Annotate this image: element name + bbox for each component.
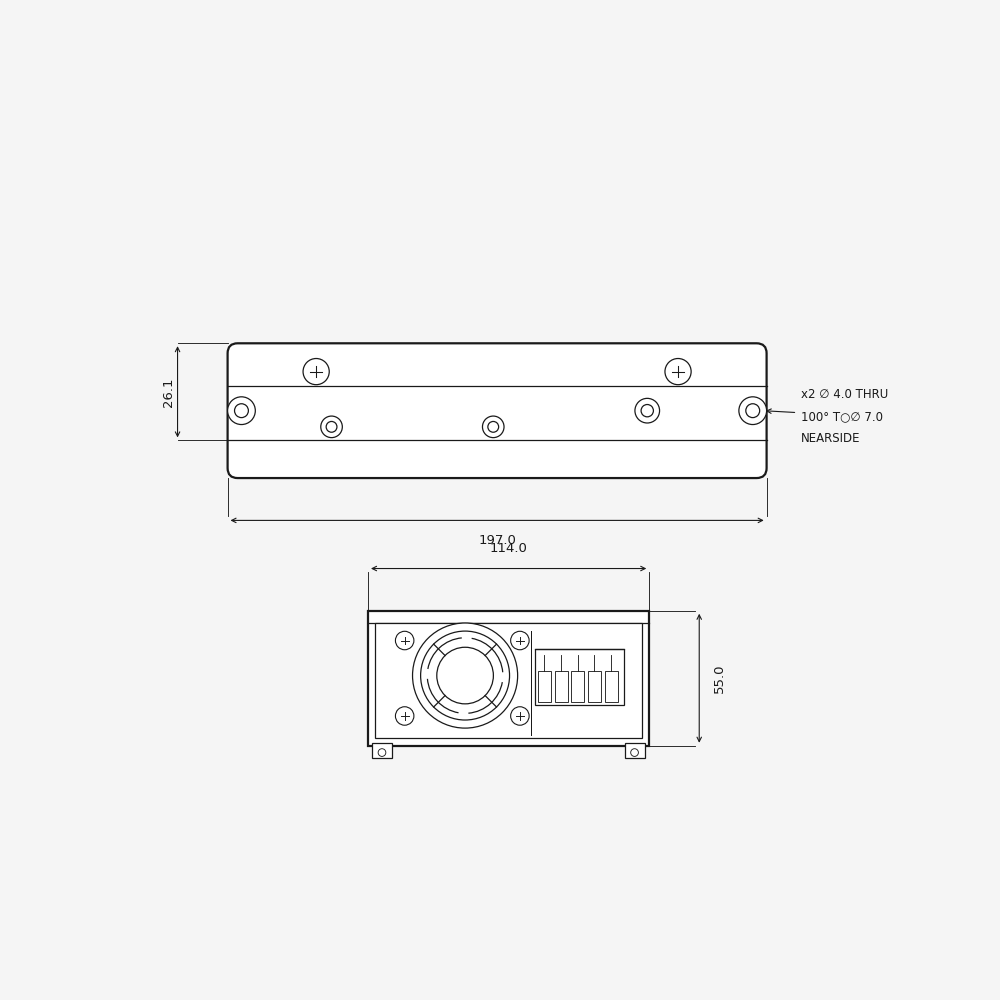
Circle shape [378,749,386,756]
Bar [555,671,568,702]
Circle shape [235,404,248,418]
Text: 100° T○∅ 7.0: 100° T○∅ 7.0 [801,410,883,423]
Circle shape [641,405,653,417]
Circle shape [488,421,499,432]
Circle shape [511,707,529,725]
Bar [605,671,618,702]
Bar [372,743,392,758]
Circle shape [395,631,414,650]
Text: x2 ∅ 4.0 THRU: x2 ∅ 4.0 THRU [801,388,889,401]
Circle shape [303,359,329,385]
Circle shape [746,404,760,418]
Text: 55.0: 55.0 [713,664,726,693]
Bar [625,743,645,758]
Circle shape [228,397,255,425]
Circle shape [739,397,767,425]
Circle shape [321,416,342,438]
Bar [368,611,649,746]
Bar [535,649,624,705]
Circle shape [326,421,337,432]
Circle shape [395,707,414,725]
Bar [571,671,584,702]
Text: 114.0: 114.0 [490,542,528,555]
Circle shape [631,749,638,756]
Bar [588,671,601,702]
Circle shape [482,416,504,438]
FancyBboxPatch shape [228,343,767,478]
Circle shape [635,398,660,423]
Circle shape [437,647,493,704]
Circle shape [665,359,691,385]
Bar [538,671,551,702]
Bar [375,623,642,738]
Circle shape [413,623,518,728]
Text: 26.1: 26.1 [162,377,175,407]
Text: NEARSIDE: NEARSIDE [801,432,861,445]
Circle shape [421,631,510,720]
Circle shape [511,631,529,650]
Text: 197.0: 197.0 [478,534,516,547]
